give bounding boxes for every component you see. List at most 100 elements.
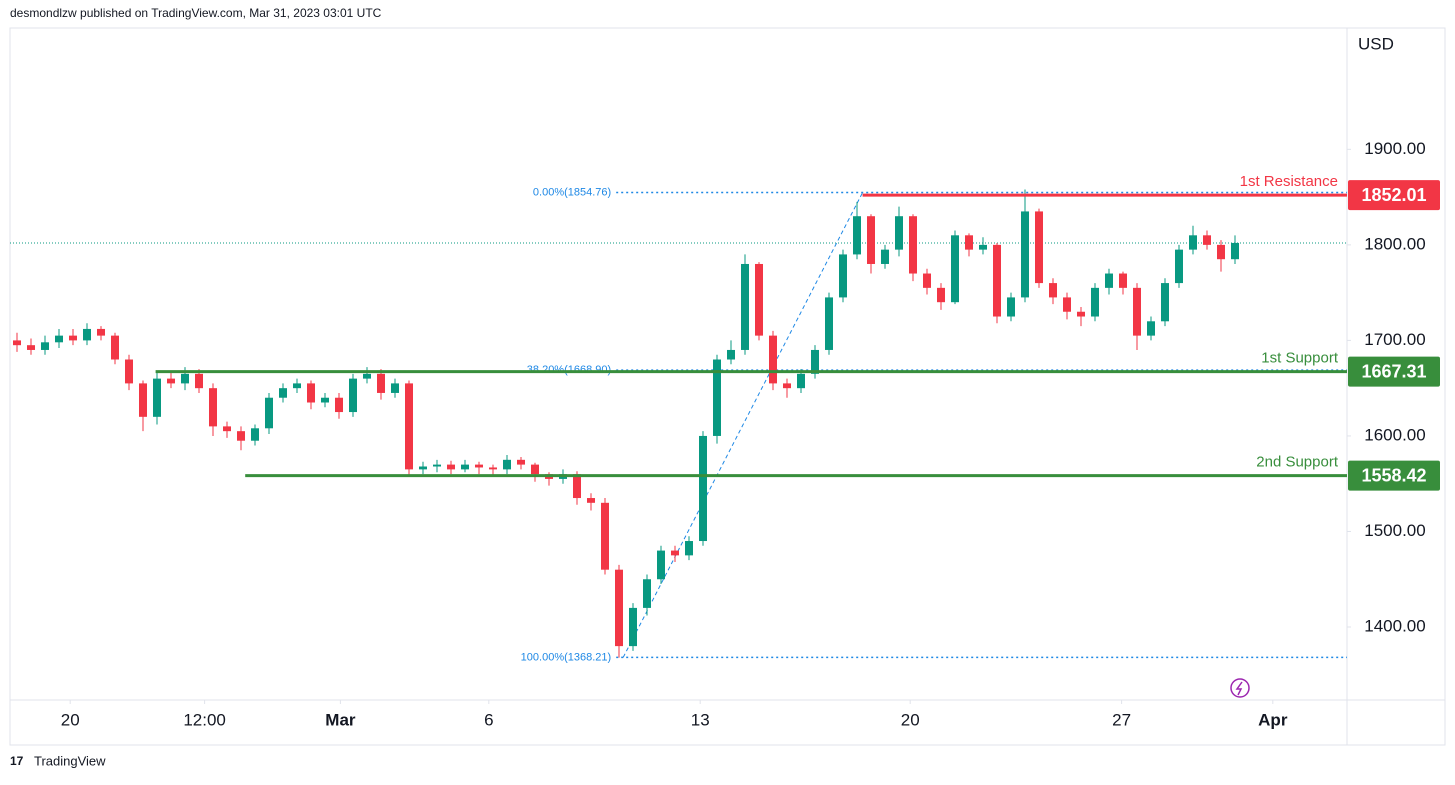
fib-label: 100.00%(1368.21): [521, 651, 612, 663]
level-name: 2nd Support: [1256, 454, 1339, 471]
candle-body: [503, 459, 511, 470]
candle-body: [111, 335, 119, 360]
candle-body: [335, 397, 343, 413]
x-tick-label: Mar: [325, 710, 356, 729]
candle-body: [965, 235, 973, 250]
candle-body: [671, 550, 679, 556]
x-tick-label: 12:00: [183, 710, 226, 729]
candle-body: [769, 335, 777, 384]
candle-body: [727, 349, 735, 360]
candle-body: [1175, 249, 1183, 284]
flash-icon-bolt: [1235, 681, 1243, 696]
candle-body: [839, 254, 847, 298]
candle-body: [13, 340, 21, 346]
candle-body: [489, 467, 497, 470]
candle-body: [1063, 297, 1071, 312]
candle-body: [685, 541, 693, 556]
candle-body: [321, 397, 329, 403]
candle-body: [909, 216, 917, 274]
level-name: 1st Resistance: [1240, 173, 1338, 190]
candle-body: [1077, 311, 1085, 317]
candle-body: [419, 466, 427, 470]
candle-body: [881, 249, 889, 264]
candle-body: [181, 373, 189, 384]
candle-body: [657, 550, 665, 580]
y-tick-label: 1900.00: [1364, 139, 1425, 158]
fib-label: 38.20%(1668.90): [527, 364, 611, 376]
x-tick-label: 20: [901, 710, 920, 729]
candle-body: [853, 216, 861, 255]
candle-body: [349, 378, 357, 413]
candle-body: [307, 383, 315, 403]
x-tick-label: 6: [484, 710, 493, 729]
candle-body: [1133, 287, 1141, 336]
candle-body: [937, 287, 945, 303]
candle-body: [433, 464, 441, 467]
candle-body: [643, 579, 651, 608]
y-tick-label: 1800.00: [1364, 234, 1425, 253]
level-price-box: [1348, 180, 1440, 211]
candle-body: [1217, 244, 1225, 260]
candle-body: [251, 428, 259, 441]
candle-body: [1049, 283, 1057, 298]
header: desmondlzw published on TradingView.com,…: [10, 6, 382, 20]
level-price-box: [1348, 356, 1440, 387]
candle-body: [27, 345, 35, 350]
y-tick-label: 1700.00: [1364, 330, 1425, 349]
candle-body: [125, 359, 133, 384]
candle-body: [153, 378, 161, 417]
candle-body: [377, 373, 385, 393]
candle-body: [1105, 273, 1113, 288]
level-price-label: 1558.42: [1361, 465, 1426, 485]
level-price-label: 1852.01: [1361, 185, 1426, 205]
candle-body: [741, 263, 749, 350]
x-tick-label: 13: [691, 710, 710, 729]
candle-body: [209, 388, 217, 427]
candle-body: [951, 235, 959, 303]
candle-body: [601, 502, 609, 570]
candle-body: [83, 328, 91, 341]
candle-body: [825, 297, 833, 350]
flash-icon[interactable]: [1230, 678, 1250, 698]
candle-body: [447, 464, 455, 470]
candle-body: [783, 383, 791, 389]
candle-body: [1189, 235, 1197, 250]
candle-body: [1231, 242, 1239, 260]
candle-body: [993, 244, 1001, 317]
candle-body: [391, 383, 399, 393]
candle-body: [1007, 297, 1015, 317]
candle-body: [755, 263, 763, 336]
candle-body: [405, 383, 413, 470]
candle-body: [1035, 211, 1043, 284]
candle-body: [923, 273, 931, 288]
level-price-box: [1348, 460, 1440, 491]
candle-body: [237, 431, 245, 441]
candle-body: [223, 426, 231, 432]
x-tick-label: 20: [61, 710, 80, 729]
candle-body: [1147, 321, 1155, 336]
candle-body: [713, 359, 721, 436]
candle-body: [1203, 235, 1211, 245]
y-tick-label: 1600.00: [1364, 425, 1425, 444]
candle-body: [167, 378, 175, 384]
candle-body: [1119, 273, 1127, 288]
candle-body: [1021, 211, 1029, 298]
candle-body: [279, 388, 287, 398]
candle-body: [97, 328, 105, 336]
currency: USD: [1358, 34, 1394, 53]
candle-body: [1091, 287, 1099, 317]
candle-body: [629, 607, 637, 647]
candle-body: [811, 349, 819, 374]
level-name: 1st Support: [1261, 350, 1339, 367]
candle-body: [615, 569, 623, 647]
candle-body: [699, 435, 707, 542]
candle-body: [573, 474, 581, 499]
candle-body: [461, 464, 469, 470]
candle-body: [895, 216, 903, 250]
candle-body: [517, 459, 525, 465]
candle-body: [139, 383, 147, 417]
candle-body: [797, 373, 805, 389]
candle-body: [363, 373, 371, 379]
candle-body: [531, 464, 539, 475]
candle-body: [55, 335, 63, 343]
